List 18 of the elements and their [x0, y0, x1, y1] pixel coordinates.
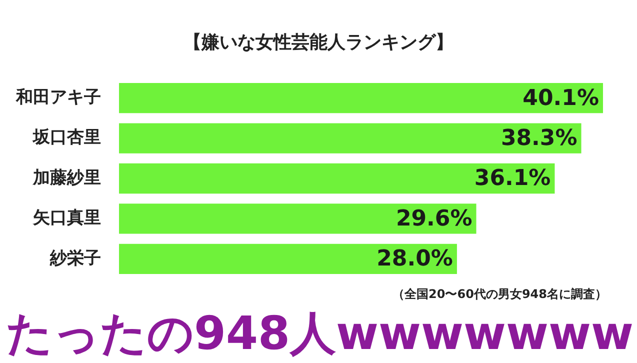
y-tick-label: 加藤紗里 [32, 168, 101, 188]
data-label: 29.6% [396, 206, 472, 232]
y-tick-label: 紗栄子 [49, 248, 101, 268]
data-label: 28.0% [376, 246, 453, 272]
data-label: 40.1% [522, 86, 599, 111]
bar [119, 244, 457, 274]
bar [119, 123, 582, 154]
bar [119, 163, 555, 194]
bar [119, 204, 476, 234]
chart-title: 【嫌いな女性芸能人ランキング】 [182, 31, 454, 54]
y-tick-label: 坂口杏里 [32, 128, 101, 148]
text: （全国20〜60代の男女948名に調査） [392, 286, 607, 303]
data-label: 38.3% [500, 126, 578, 152]
bar [119, 83, 603, 114]
text: たったの948人wwwwwww [6, 305, 634, 362]
data-label: 36.1% [474, 166, 551, 192]
y-tick-label: 矢口真里 [32, 208, 101, 228]
y-tick-label: 和田アキ子 [15, 88, 101, 108]
